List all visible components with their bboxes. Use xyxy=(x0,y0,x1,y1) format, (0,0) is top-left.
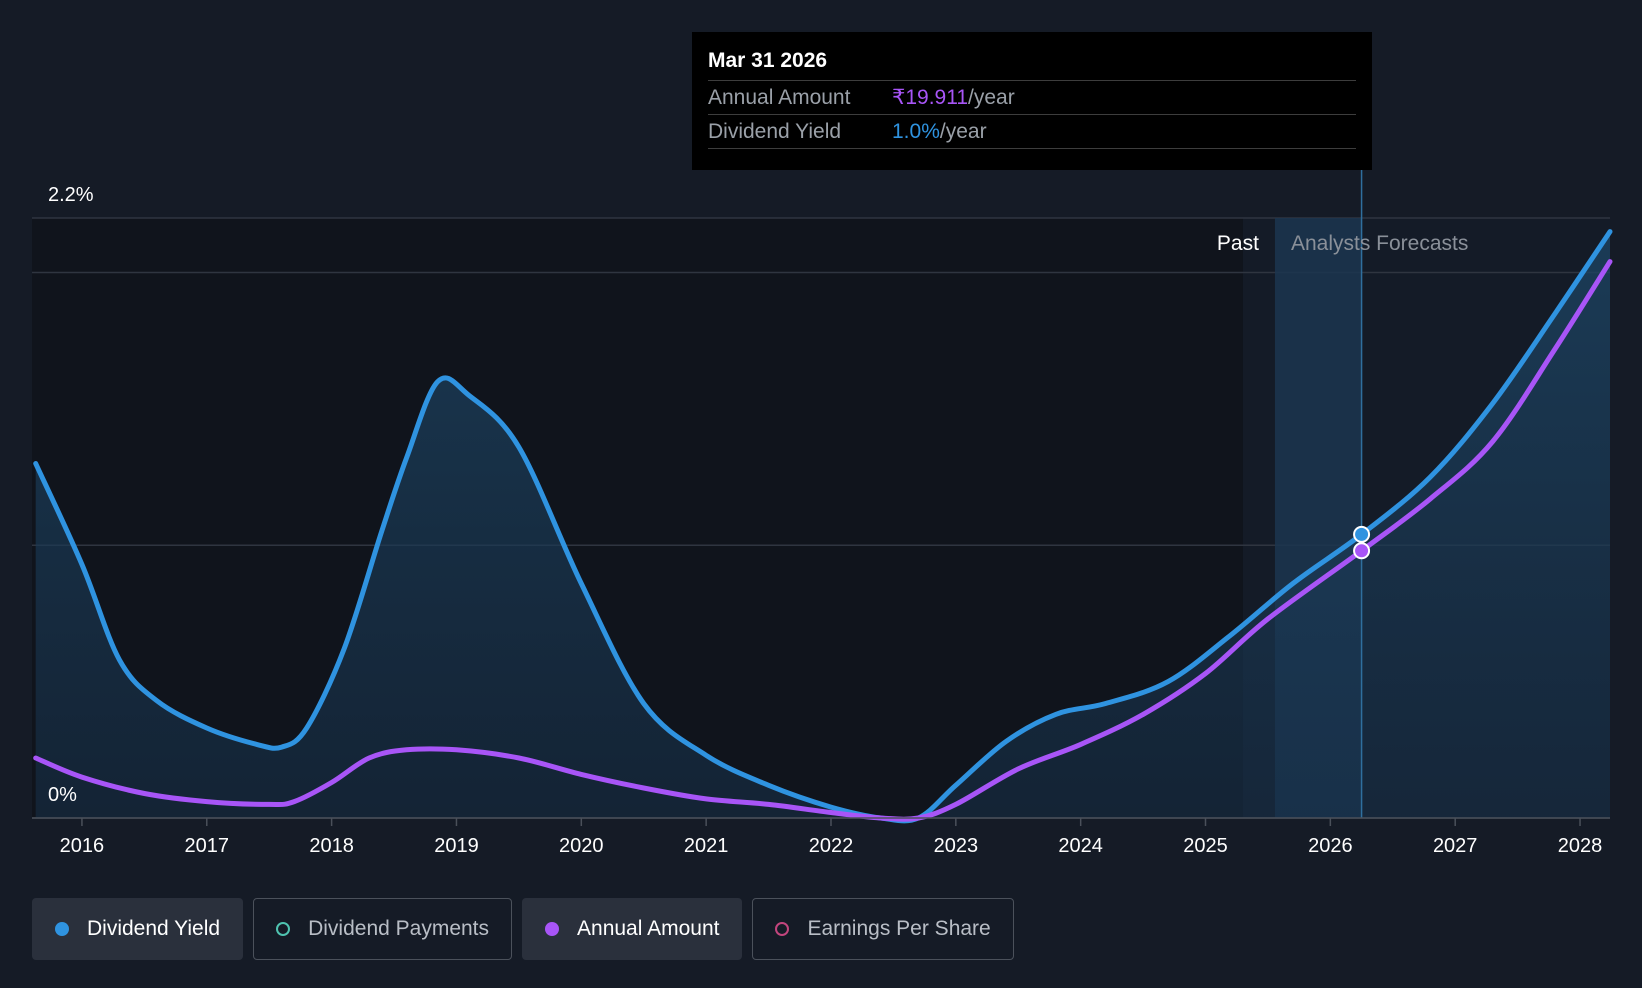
highlight-markers xyxy=(1353,525,1371,560)
x-tick-label: 2024 xyxy=(1058,835,1103,857)
earnings-per-share-ring-icon xyxy=(775,922,790,936)
legend-label: Dividend Payments xyxy=(308,917,490,940)
legend-label: Annual Amount xyxy=(577,917,720,940)
x-tick-label: 2019 xyxy=(434,835,479,857)
x-tick-label: 2020 xyxy=(559,835,604,857)
tooltip-value: ₹19.911 xyxy=(892,86,969,109)
marker-dividend-yield xyxy=(1353,525,1371,543)
legend-item-dividend-yield[interactable]: Dividend Yield xyxy=(32,898,244,960)
dividend-payments-ring-icon xyxy=(276,922,291,936)
x-tick-label: 2027 xyxy=(1433,835,1478,857)
x-axis-ticks: 2016 2017 2018 2019 2020 2021 2022 2023 2024 2025… xyxy=(60,818,1603,857)
marker-annual-amount xyxy=(1353,542,1371,560)
dividend-chart: 2016 2017 2018 2019 2020 2021 2022 2023 2024 2025… xyxy=(32,170,1613,857)
yield-area xyxy=(35,231,1611,821)
x-tick-label: 2022 xyxy=(809,835,854,857)
chart-tooltip: Mar 31 2026 Annual Amount ₹19.911 /year … xyxy=(692,32,1372,170)
tooltip-value: 1.0% xyxy=(892,120,940,143)
x-tick-label: 2018 xyxy=(309,835,354,857)
tooltip-unit: /year xyxy=(968,86,1015,109)
x-tick-label: 2021 xyxy=(684,835,729,857)
legend-item-annual-amount[interactable]: Annual Amount xyxy=(522,898,743,960)
legend-label: Dividend Yield xyxy=(87,917,221,940)
series-line-dividend-yield xyxy=(33,229,1613,824)
past-label: Past xyxy=(1217,232,1259,255)
tooltip-date: Mar 31 2026 xyxy=(708,46,1356,81)
tooltip-unit: /year xyxy=(939,120,987,143)
x-tick-label: 2023 xyxy=(934,835,979,857)
dividend-yield-dot-icon xyxy=(55,922,69,936)
tooltip-label: Annual Amount xyxy=(708,86,851,109)
legend-item-dividend-payments[interactable]: Dividend Payments xyxy=(253,898,513,960)
legend-label: Earnings Per Share xyxy=(807,917,991,940)
x-tick-label: 2016 xyxy=(60,835,105,857)
legend-item-earnings-per-share[interactable]: Earnings Per Share xyxy=(752,898,1014,960)
tooltip-row-dividend-yield: Dividend Yield 1.0% /year xyxy=(708,115,1356,149)
y-label-min: 0% xyxy=(48,784,77,806)
tooltip-label: Dividend Yield xyxy=(708,120,842,143)
x-tick-label: 2025 xyxy=(1183,835,1228,857)
y-label-max: 2.2% xyxy=(48,184,94,206)
x-tick-label: 2026 xyxy=(1308,835,1353,857)
annual-amount-dot-icon xyxy=(545,922,560,936)
legend: Dividend Yield Dividend Payments Annual … xyxy=(32,898,1014,960)
forecast-label: Analysts Forecasts xyxy=(1291,232,1468,255)
tooltip-row-annual-amount: Annual Amount ₹19.911 /year xyxy=(708,81,1356,115)
x-tick-label: 2017 xyxy=(185,835,230,857)
x-tick-label: 2028 xyxy=(1558,835,1603,857)
